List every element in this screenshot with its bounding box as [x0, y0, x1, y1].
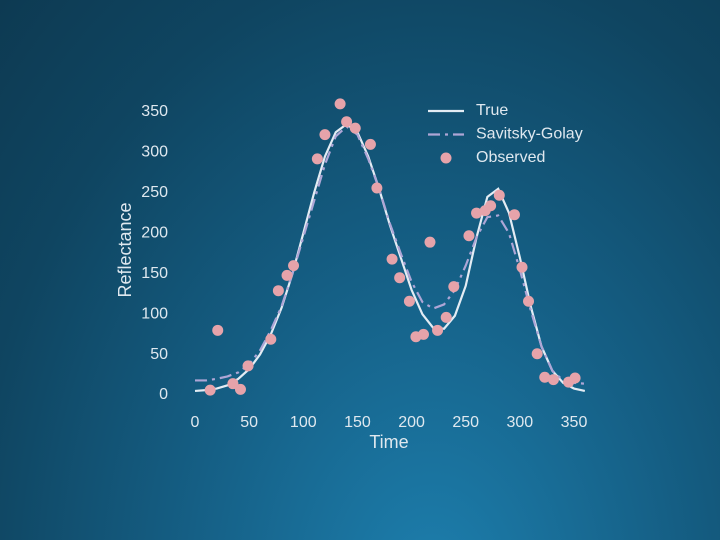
- legend-label: Observed: [476, 149, 545, 166]
- y-tick-label: 300: [141, 144, 168, 161]
- y-tick-label: 50: [150, 346, 168, 363]
- y-tick-label: 100: [141, 305, 168, 322]
- y-tick-label: 250: [141, 184, 168, 201]
- data-point: [516, 261, 528, 273]
- x-tick-label: 50: [240, 414, 258, 431]
- data-point: [471, 207, 483, 219]
- data-point: [386, 253, 398, 265]
- legend-label: Savitsky-Golay: [476, 126, 583, 143]
- data-point: [204, 384, 216, 396]
- data-point: [424, 236, 436, 248]
- data-point: [403, 295, 415, 307]
- data-point: [281, 269, 293, 281]
- x-tick-label: 300: [507, 414, 534, 431]
- data-point: [242, 360, 254, 372]
- data-point: [234, 383, 246, 395]
- x-tick-label: 100: [290, 414, 317, 431]
- data-point: [493, 189, 505, 201]
- y-tick-label: 350: [141, 103, 168, 120]
- data-point: [319, 129, 331, 141]
- x-tick-label: 150: [344, 414, 371, 431]
- data-point: [265, 333, 277, 345]
- data-point: [227, 378, 239, 390]
- data-point: [371, 182, 383, 194]
- y-tick-label: 0: [159, 386, 168, 403]
- data-point: [463, 230, 475, 242]
- x-tick-label: 250: [452, 414, 479, 431]
- x-tick-label: 350: [561, 414, 588, 431]
- data-point: [531, 348, 543, 360]
- data-point: [364, 138, 376, 150]
- data-point: [394, 272, 406, 284]
- data-point: [417, 328, 429, 340]
- data-point: [334, 98, 346, 110]
- data-point: [523, 295, 535, 307]
- y-axis-title: Reflectance: [115, 202, 135, 297]
- data-point: [432, 324, 444, 336]
- y-tick-label: 200: [141, 225, 168, 242]
- data-point: [448, 281, 460, 293]
- data-point: [508, 209, 520, 221]
- data-point: [212, 324, 224, 336]
- legend-marker: [440, 152, 452, 164]
- x-axis-title: Time: [369, 432, 408, 452]
- data-point: [349, 122, 361, 134]
- x-tick-label: 200: [398, 414, 425, 431]
- data-point: [547, 374, 559, 386]
- x-tick-label: 0: [191, 414, 200, 431]
- legend-label: True: [476, 102, 508, 119]
- data-point: [341, 116, 353, 128]
- data-point: [440, 311, 452, 323]
- data-point: [311, 153, 323, 165]
- data-point: [288, 260, 300, 272]
- data-point: [569, 372, 581, 384]
- data-point: [272, 285, 284, 297]
- data-point: [485, 200, 497, 212]
- y-tick-label: 150: [141, 265, 168, 282]
- data-point: [539, 371, 551, 383]
